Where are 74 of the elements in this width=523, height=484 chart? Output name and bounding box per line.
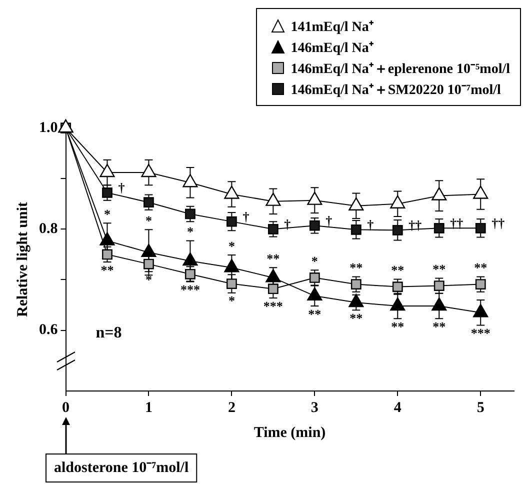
x-tick-label: 2 <box>228 400 236 416</box>
point <box>102 249 112 260</box>
x-tick-label: 5 <box>476 400 484 416</box>
annotation: * <box>145 272 152 287</box>
point <box>307 192 322 205</box>
legend-label: 146mEq/l Na⁺ <box>290 40 374 56</box>
point <box>185 208 196 220</box>
annotation: * <box>186 224 194 240</box>
point <box>392 224 403 236</box>
annotation: ** <box>432 319 446 334</box>
point <box>268 224 278 234</box>
point <box>390 195 406 208</box>
annotation: † <box>118 180 126 196</box>
point <box>434 222 444 234</box>
point <box>100 232 115 246</box>
point <box>144 258 154 270</box>
x-tick-label: 3 <box>310 400 318 416</box>
point <box>226 278 237 289</box>
text: aldosterone 10⁻⁷mol/l <box>54 460 189 476</box>
annotation: ** <box>100 262 114 278</box>
annotation: ** <box>391 319 404 334</box>
point <box>141 164 156 178</box>
point <box>350 279 362 290</box>
point <box>185 268 196 280</box>
annotation: * <box>228 238 235 254</box>
point <box>434 280 444 291</box>
point <box>100 164 115 178</box>
point <box>268 284 278 294</box>
point <box>141 244 156 258</box>
y-tick-label: 0.8 <box>39 221 58 238</box>
y-axis-title: Relative light unit <box>14 202 31 317</box>
x-tick-label: 0 <box>62 400 70 416</box>
annotation: † <box>367 217 374 232</box>
point <box>309 220 320 231</box>
point <box>266 192 281 206</box>
annotation: * <box>228 293 235 308</box>
annotation: ** <box>350 310 363 326</box>
point <box>309 272 320 283</box>
annotation: *** <box>263 298 283 314</box>
point <box>348 197 364 210</box>
annotation: ** <box>391 262 404 278</box>
legend-label: 141mEq/l Na⁺ <box>290 18 374 36</box>
point <box>226 216 237 227</box>
x-tick-label: 1 <box>144 400 152 416</box>
annotation: ** <box>432 262 446 277</box>
point <box>475 279 486 290</box>
point <box>473 186 488 199</box>
annotation: *** <box>180 282 200 298</box>
annotation: †† <box>450 216 464 230</box>
annotation: * <box>104 206 110 222</box>
annotation: † <box>326 212 333 228</box>
point <box>182 174 198 188</box>
annotation: ** <box>266 250 280 266</box>
annotation: * <box>311 253 318 268</box>
annotation: † <box>242 208 250 224</box>
annotation: *** <box>470 326 490 341</box>
annotation: n=8 <box>96 324 122 342</box>
legend-label: 146mEq/l Na⁺＋SM20220 10⁻⁷mol/l <box>290 82 501 98</box>
annotation: ** <box>350 260 363 276</box>
x-tick-label: 4 <box>394 400 402 416</box>
point <box>392 282 403 292</box>
annotation: †† <box>492 216 506 230</box>
annotation: ** <box>474 260 488 276</box>
legend-label: 146mEq/l Na⁺＋eplerenone 10⁻⁵mol/l <box>290 60 510 78</box>
point <box>475 222 486 234</box>
y-tick-label: 1.0 <box>39 120 58 136</box>
point <box>432 187 447 200</box>
point <box>350 224 362 235</box>
annotation: * <box>145 213 152 228</box>
annotation: ** <box>308 306 322 322</box>
point <box>224 186 240 199</box>
x-axis-title: Time (min) <box>254 424 326 441</box>
annotation: †† <box>408 218 422 233</box>
y-tick-label: 0.6 <box>39 322 58 338</box>
